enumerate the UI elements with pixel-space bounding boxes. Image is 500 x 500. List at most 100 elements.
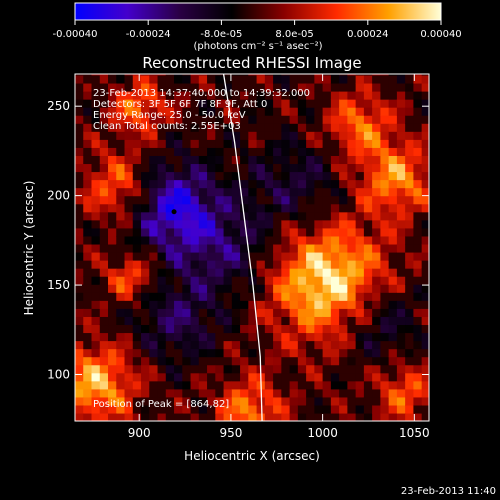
heatmap-cell <box>91 235 101 245</box>
heatmap-cell <box>297 348 307 358</box>
heatmap-cell <box>157 99 167 108</box>
heatmap-cell <box>322 74 332 84</box>
heatmap-cell <box>132 147 142 156</box>
heatmap-cell <box>83 324 93 334</box>
heatmap-cell <box>281 155 291 165</box>
heatmap-cell <box>132 139 142 148</box>
heatmap-cell <box>413 388 423 398</box>
heatmap-cell <box>165 163 175 173</box>
heatmap-cell <box>231 324 241 334</box>
heatmap-cell <box>99 139 109 148</box>
heatmap-cell <box>372 284 381 293</box>
heatmap-cell <box>405 171 415 181</box>
heatmap-cell <box>388 364 398 374</box>
heatmap-cell <box>339 235 348 245</box>
heatmap-cell <box>108 211 117 221</box>
heatmap-cell <box>314 412 324 421</box>
heatmap-cell <box>198 90 208 100</box>
heatmap-cell <box>182 115 192 124</box>
heatmap-cell <box>330 251 340 261</box>
heatmap-cell <box>421 260 429 269</box>
heatmap-cell <box>99 171 109 181</box>
heatmap-cell <box>413 404 423 414</box>
heatmap-cell <box>182 340 192 350</box>
heatmap-cell <box>339 74 348 84</box>
heatmap-cell <box>182 187 192 197</box>
heatmap-cell <box>207 364 216 374</box>
heatmap-cell <box>198 412 208 421</box>
heatmap-cell <box>132 308 142 317</box>
heatmap-cell <box>116 292 126 301</box>
heatmap-cell <box>405 107 415 116</box>
heatmap-cell <box>182 99 192 108</box>
heatmap-cell <box>355 107 365 116</box>
heatmap-cell <box>215 227 225 237</box>
heatmap-cell <box>413 155 423 165</box>
heatmap-cell <box>264 123 274 132</box>
heatmap-cell <box>190 276 200 285</box>
heatmap-cell <box>339 260 348 269</box>
heatmap-cell <box>347 90 357 100</box>
heatmap-cell <box>182 412 192 421</box>
heatmap-cell <box>347 227 357 237</box>
heatmap-cell <box>190 203 200 213</box>
colorbar-label: (photons cm⁻² s⁻¹ asec⁻²) <box>193 41 322 52</box>
heatmap-cell <box>281 99 291 108</box>
heatmap-cell <box>149 356 159 366</box>
heatmap-cell <box>314 276 324 285</box>
heatmap-cell <box>91 396 101 406</box>
heatmap-cell <box>240 380 249 390</box>
heatmap-cell <box>91 412 101 421</box>
heatmap-cell <box>281 372 291 382</box>
heatmap-cell <box>75 372 84 382</box>
heatmap-cell <box>108 187 117 197</box>
heatmap-cell <box>132 227 142 237</box>
heatmap-cell <box>289 251 299 261</box>
heatmap-cell <box>405 284 415 293</box>
heatmap-cell <box>413 412 423 421</box>
heatmap-cell <box>141 364 150 374</box>
heatmap-cell <box>124 74 134 84</box>
heatmap-cell <box>149 404 159 414</box>
heatmap-cell <box>223 219 233 229</box>
heatmap-cell <box>339 203 348 213</box>
heatmap-cell <box>83 332 93 342</box>
heatmap-cell <box>314 82 324 92</box>
heatmap-cell <box>256 107 266 116</box>
heatmap-cell <box>207 251 216 261</box>
heatmap-cell <box>306 195 315 205</box>
heatmap-cell <box>198 308 208 317</box>
heatmap-cell <box>174 284 183 293</box>
heatmap-cell <box>405 372 415 382</box>
heatmap-cell <box>405 364 415 374</box>
heatmap-cell <box>207 123 216 132</box>
heatmap-cell <box>75 243 84 253</box>
heatmap-cell <box>306 131 315 140</box>
heatmap-cell <box>355 340 365 350</box>
heatmap-cell <box>256 179 266 189</box>
heatmap-cell <box>223 396 233 406</box>
heatmap-cell <box>91 340 101 350</box>
heatmap-cell <box>83 115 93 124</box>
colorbar-fill <box>75 3 441 20</box>
heatmap-cell <box>306 364 315 374</box>
heatmap-cell <box>322 155 332 165</box>
heatmap-cell <box>198 404 208 414</box>
heatmap-cell <box>240 74 249 84</box>
heatmap-cell <box>421 211 429 221</box>
heatmap-cell <box>330 356 340 366</box>
heatmap-cell <box>207 171 216 181</box>
heatmap-cell <box>174 115 183 124</box>
heatmap-cell <box>116 284 126 293</box>
heatmap-cell <box>231 107 241 116</box>
heatmap-cell <box>207 131 216 140</box>
heatmap-cell <box>157 235 167 245</box>
heatmap-cell <box>116 227 126 237</box>
heatmap-cell <box>314 227 324 237</box>
heatmap-cell <box>421 332 429 342</box>
heatmap-cell <box>124 292 134 301</box>
heatmap-cell <box>75 340 84 350</box>
heatmap-cell <box>256 123 266 132</box>
heatmap-cell <box>198 123 208 132</box>
heatmap-cell <box>75 356 84 366</box>
